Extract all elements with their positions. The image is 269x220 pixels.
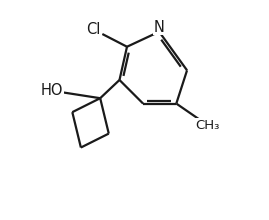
Text: Cl: Cl [87,22,101,37]
Text: N: N [154,20,165,35]
Text: HO: HO [41,83,63,98]
Text: CH₃: CH₃ [195,119,220,132]
